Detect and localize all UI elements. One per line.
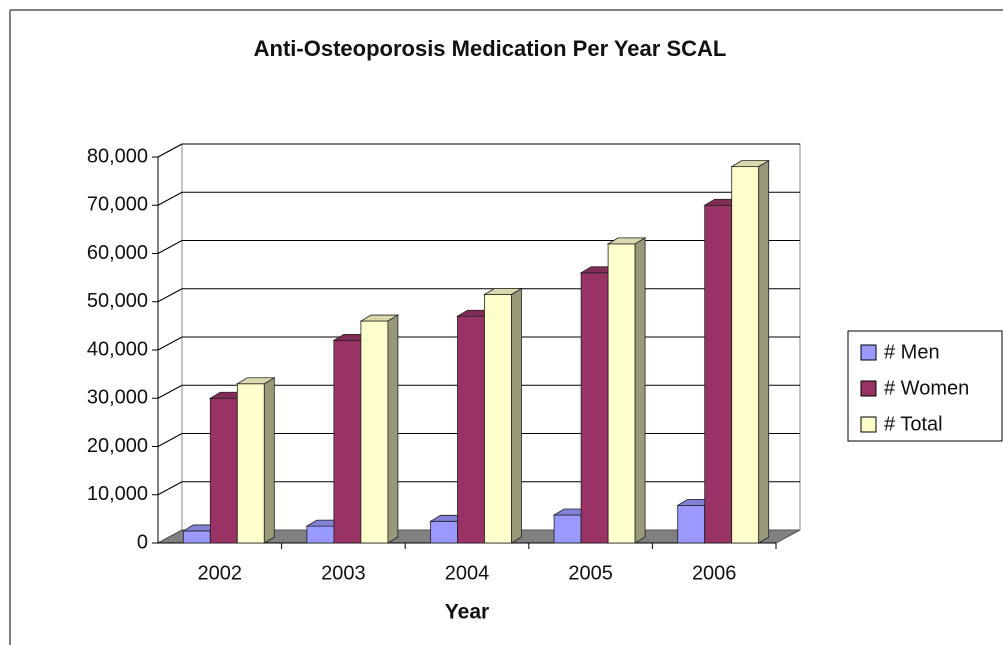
legend-label: # Men [884, 341, 940, 363]
y-tick-label: 10,000 [87, 483, 148, 505]
grid-line [157, 143, 183, 158]
bar-front [333, 339, 362, 544]
bar-side [758, 159, 770, 544]
x-tick-label: 2005 [568, 562, 613, 584]
legend-swatch [860, 344, 877, 361]
x-tick-label: 2002 [198, 562, 243, 584]
y-tick-label: 70,000 [87, 194, 148, 216]
legend-swatch [860, 416, 877, 433]
x-axis-label: Year [445, 601, 489, 624]
chart-title: Anti-Osteoporosis Medication Per Year SC… [254, 36, 727, 61]
bar-front [182, 530, 211, 544]
bar-front [209, 397, 238, 544]
y-tick-label: 20,000 [87, 435, 148, 457]
bar-front [580, 272, 609, 544]
bar-front [236, 383, 265, 544]
grid-line [157, 384, 183, 399]
bar-front [430, 520, 458, 544]
legend-label: # Total [884, 413, 943, 435]
grid-line [157, 191, 183, 206]
y-tick-label: 50,000 [87, 290, 148, 312]
bar-front [457, 315, 485, 544]
grid-line [157, 336, 183, 351]
bar-front [306, 525, 335, 544]
x-tick-label: 2004 [445, 562, 490, 584]
grid-line [157, 481, 183, 496]
x-tick-label: 2003 [321, 562, 366, 584]
bar-front [360, 320, 389, 544]
y-tick-label: 30,000 [87, 387, 148, 409]
y-tick-label: 40,000 [87, 338, 148, 360]
bar-front [704, 204, 733, 544]
grid-line [157, 288, 183, 303]
bar-side [387, 314, 399, 544]
bar-side [263, 377, 275, 544]
bar [359, 314, 400, 544]
y-tick-label: 80,000 [87, 145, 148, 167]
y-tick-label: 60,000 [87, 242, 148, 264]
bar-front [607, 243, 636, 544]
x-tick-label: 2006 [692, 562, 737, 584]
grid-line [157, 433, 183, 447]
bar [235, 377, 276, 544]
bar-side [634, 237, 646, 544]
bar [483, 287, 523, 544]
bar-side [511, 287, 522, 544]
bar-front [484, 294, 512, 544]
bar-front [731, 166, 760, 544]
bar [606, 237, 647, 544]
legend: # Men # Women # Total [847, 330, 1003, 442]
y-tick-label: 0 [137, 531, 148, 553]
legend-label: # Women [884, 377, 969, 399]
bar [730, 159, 771, 544]
legend-swatch [860, 380, 877, 397]
bar-front [677, 504, 706, 544]
bar-front [553, 514, 582, 544]
grid-line [157, 240, 183, 254]
